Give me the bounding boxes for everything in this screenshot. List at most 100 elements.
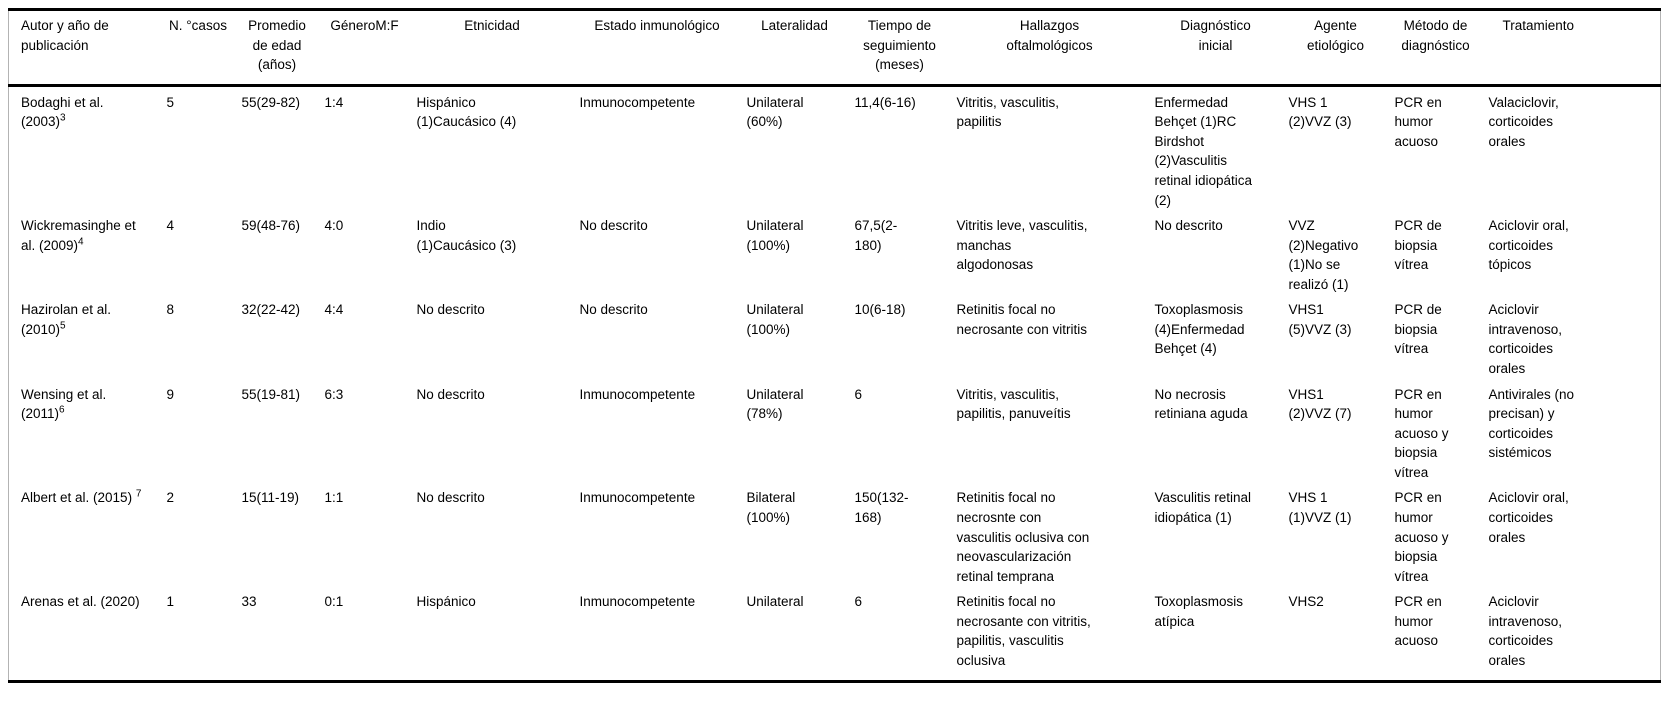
table-cell: PCR de biopsia vítrea bbox=[1394, 302, 1442, 357]
table-cell: Unilateral (100%) bbox=[746, 218, 804, 253]
table-cell: 11,4(6-16) bbox=[854, 94, 916, 110]
table-cell: 55(29-82) bbox=[241, 94, 301, 110]
column-header-8: Tiempo de seguimiento (meses) bbox=[863, 18, 936, 73]
table-row: Wickremasinghe et al. (2009)4 4 59(48-76) 4… bbox=[9, 210, 1661, 294]
table-cell: No descrito bbox=[416, 490, 485, 506]
table-cell: Unilateral (78%) bbox=[746, 386, 804, 422]
table-cell: 1:4 bbox=[324, 94, 344, 110]
table-cell: Toxoplasmosis atípica bbox=[1154, 594, 1244, 629]
table-cell: 4:4 bbox=[324, 302, 344, 318]
column-header-4: GéneroM:F bbox=[330, 18, 399, 33]
table-cell: Aciclovir intravenoso, corticoides orale… bbox=[1488, 302, 1563, 376]
table-cell: Unilateral (60%) bbox=[746, 94, 804, 130]
reference-superscript: 3 bbox=[60, 112, 66, 124]
table-cell: Aciclovir oral, corticoides orales bbox=[1488, 490, 1569, 545]
table-cell: VHS 1 (1)VVZ (1) bbox=[1288, 490, 1352, 525]
author-text: Bodaghi et al. (2003) bbox=[21, 94, 104, 130]
table-cell: 59(48-76) bbox=[241, 218, 301, 234]
author-cell: Wensing et al. (2011)6 bbox=[9, 379, 161, 483]
table-cell: Hispánico bbox=[416, 594, 476, 610]
table-cell: No descrito bbox=[1154, 218, 1223, 234]
table-cell: PCR de biopsia vítrea bbox=[1394, 218, 1442, 273]
table-cell: 5 bbox=[166, 94, 175, 110]
table-cell: Bilateral (100%) bbox=[746, 490, 796, 525]
table-cell: Vasculitis retinal idiopática (1) bbox=[1154, 490, 1252, 525]
table-cell: 150(132-168) bbox=[854, 490, 909, 525]
table-cell: No descrito bbox=[579, 302, 648, 318]
table-cell: 2 bbox=[166, 490, 175, 506]
table-cell: 10(6-18) bbox=[854, 302, 906, 318]
author-cell: Wickremasinghe et al. (2009)4 bbox=[9, 210, 161, 294]
table-cell: PCR en humor acuoso y biopsia vítrea bbox=[1394, 386, 1449, 480]
table-row: Arenas et al. (2020) 1 33 0:1 Hispánico Inmun… bbox=[9, 586, 1661, 682]
table-cell: 4:0 bbox=[324, 218, 344, 234]
table-cell: Retinitis focal no necrosnte con vasculi… bbox=[956, 490, 1090, 584]
table-cell: 6 bbox=[854, 386, 863, 402]
table-cell: Inmunocompetente bbox=[579, 386, 696, 402]
table-cell: Enfermedad Behçet (1)RC Birdshot (2)Vasc… bbox=[1154, 94, 1253, 208]
table-row: Hazirolan et al. (2010)5 8 32(22-42) 4:4 No … bbox=[9, 294, 1661, 378]
table-cell: No descrito bbox=[416, 386, 485, 402]
table-cell: Retinitis focal no necrosante con vitrit… bbox=[956, 302, 1088, 337]
column-header-5: Etnicidad bbox=[464, 18, 520, 33]
table-cell: No descrito bbox=[416, 302, 485, 318]
table-cell: 55(19-81) bbox=[241, 386, 301, 402]
table-cell: Aciclovir oral, corticoides tópicos bbox=[1488, 218, 1569, 273]
column-header-10: Diagnóstico inicial bbox=[1180, 18, 1251, 53]
table-cell: Aciclovir intravenoso, corticoides orale… bbox=[1488, 594, 1563, 668]
table-cell: 1 bbox=[166, 594, 175, 610]
author-cell: Arenas et al. (2020) bbox=[9, 586, 161, 682]
table-cell: 4 bbox=[166, 218, 175, 234]
table-cell: Inmunocompetente bbox=[579, 490, 696, 506]
table-cell: PCR en humor acuoso y biopsia vítrea bbox=[1394, 490, 1449, 584]
table-cell: Vitritis, vasculitis, papilitis bbox=[956, 94, 1060, 130]
author-text: Albert et al. (2015) bbox=[21, 490, 136, 506]
column-header-11: Agente etiológico bbox=[1306, 18, 1365, 53]
table-cell: VHS1 (5)VVZ (3) bbox=[1288, 302, 1352, 337]
table-cell: 33 bbox=[241, 594, 257, 610]
table-cell: Unilateral bbox=[746, 594, 804, 610]
column-header-6: Estado inmunológico bbox=[594, 18, 720, 33]
table-cell: Inmunocompetente bbox=[579, 94, 696, 110]
table-cell: 6:3 bbox=[324, 386, 344, 402]
table-cell: Vitritis, vasculitis, papilitis, panuveí… bbox=[956, 386, 1071, 422]
table-cell: 67,5(2-180) bbox=[854, 218, 898, 253]
table-header: Autor y año de publicación N. °casos Prome… bbox=[8, 10, 1661, 86]
header-row: Autor y año de publicación N. °casos Prome… bbox=[8, 10, 1661, 86]
table-cell: No descrito bbox=[579, 218, 648, 234]
table-row: Albert et al. (2015) 7 2 15(11-19) 1:1 No de… bbox=[9, 482, 1661, 586]
table-cell: VVZ (2)Negativo (1)No se realizó (1) bbox=[1288, 218, 1359, 292]
author-text: Arenas et al. (2020) bbox=[21, 594, 140, 610]
table-body: Bodaghi et al. (2003)3 5 55(29-82) 1:4 Hispá… bbox=[9, 85, 1661, 682]
reference-superscript: 4 bbox=[78, 236, 84, 248]
table-cell: Indio (1)Caucásico (3) bbox=[416, 218, 517, 253]
table-cell: Unilateral (100%) bbox=[746, 302, 804, 337]
table-row: Wensing et al. (2011)6 9 55(19-81) 6:3 No de… bbox=[9, 379, 1661, 483]
table-cell: 9 bbox=[166, 386, 175, 402]
table-cell: PCR en humor acuoso bbox=[1394, 594, 1442, 649]
table-row: Bodaghi et al. (2003)3 5 55(29-82) 1:4 Hispá… bbox=[9, 85, 1661, 210]
author-cell: Hazirolan et al. (2010)5 bbox=[9, 294, 161, 378]
author-cell: Bodaghi et al. (2003)3 bbox=[9, 85, 161, 210]
table-cell: Valaciclovir, corticoides orales bbox=[1488, 94, 1559, 149]
column-header-3: Promedio de edad (años) bbox=[248, 18, 306, 73]
table-cell: 15(11-19) bbox=[241, 490, 300, 506]
column-header-7: Lateralidad bbox=[761, 18, 828, 33]
reference-superscript: 6 bbox=[59, 404, 65, 416]
table-cell: Hispánico (1)Caucásico (4) bbox=[416, 94, 517, 130]
table-cell: 0:1 bbox=[324, 594, 344, 610]
table-cell: VHS1 (2)VVZ (7) bbox=[1288, 386, 1352, 422]
column-header-13: Tratamiento bbox=[1502, 18, 1575, 33]
table-cell: VHS 1 (2)VVZ (3) bbox=[1288, 94, 1352, 130]
table-cell: PCR en humor acuoso bbox=[1394, 94, 1442, 149]
table-cell: 32(22-42) bbox=[241, 302, 301, 318]
table-cell: VHS2 bbox=[1288, 594, 1324, 610]
author-cell: Albert et al. (2015) 7 bbox=[9, 482, 161, 586]
reference-superscript: 7 bbox=[135, 488, 142, 500]
table-cell: Inmunocompetente bbox=[579, 594, 696, 610]
table-cell: Toxoplasmosis (4)Enfermedad Behçet (4) bbox=[1154, 302, 1245, 357]
author-text: Wensing et al. (2011) bbox=[21, 386, 107, 422]
table-cell: Retinitis focal no necrosante con vitrit… bbox=[956, 594, 1091, 668]
column-header-1: Autor y año de publicación bbox=[21, 18, 109, 53]
column-header-9: Hallazgos oftalmológicos bbox=[1006, 18, 1093, 53]
